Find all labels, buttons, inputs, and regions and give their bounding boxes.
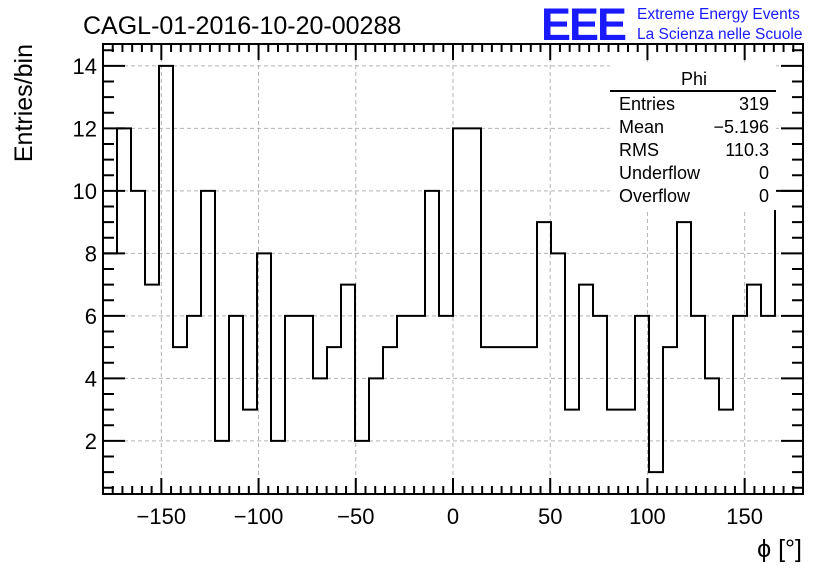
histogram-outline — [103, 64, 803, 474]
histogram-bin — [663, 347, 677, 494]
histogram-bin — [187, 316, 201, 494]
histogram-bin — [621, 410, 635, 494]
histogram-bin — [607, 410, 621, 494]
stats-title: Phi — [681, 69, 707, 89]
histogram-bin — [313, 378, 327, 494]
x-tick-label: −50 — [337, 504, 374, 529]
y-tick-label: 2 — [85, 429, 97, 454]
stats-box-background — [610, 64, 776, 210]
histogram-bin — [705, 378, 719, 494]
histogram-bin — [481, 347, 495, 494]
histogram-bin — [439, 316, 453, 494]
x-tick-label: −150 — [137, 504, 187, 529]
histogram-bin — [229, 316, 243, 494]
histogram-bin — [425, 191, 439, 494]
histogram-bin — [509, 347, 523, 494]
stats-label: RMS — [619, 140, 659, 160]
x-tick-labels: −150 −100 −50 0 50 100 150 — [137, 504, 763, 529]
histogram-bin — [243, 410, 257, 494]
x-tick-label: 50 — [538, 504, 562, 529]
histogram-bin — [523, 347, 537, 494]
axis-ticks — [103, 44, 803, 494]
histogram-bin — [593, 316, 607, 494]
stats-label: Mean — [619, 117, 664, 137]
histogram-bin — [411, 316, 425, 494]
histogram-bin — [565, 410, 579, 494]
histogram-bin — [327, 347, 341, 494]
histogram-bin — [299, 316, 313, 494]
y-tick-label: 4 — [85, 366, 97, 391]
stats-value: 110.3 — [725, 140, 769, 160]
stats-box: Phi Entries 319 Mean −5.196 RMS 110.3 Underflo… — [610, 64, 776, 210]
histogram-bin — [369, 378, 383, 494]
stats-value: −5.196 — [713, 117, 769, 137]
x-tick-label: 100 — [629, 504, 666, 529]
stats-value: 319 — [739, 94, 769, 114]
eee-logo: EEE — [541, 0, 626, 50]
x-tick-label: −100 — [234, 504, 284, 529]
histogram-bin — [537, 222, 551, 494]
histogram-bin — [649, 472, 663, 494]
y-tick-labels: 2 4 6 8 10 12 14 — [73, 54, 97, 454]
y-tick-label: 12 — [73, 116, 97, 141]
histogram-bin — [495, 347, 509, 494]
y-tick-label: 10 — [73, 179, 97, 204]
histogram-bin — [551, 253, 565, 494]
chart-title: CAGL-01-2016-10-20-00288 — [83, 12, 401, 40]
stats-rows: Entries 319 Mean −5.196 RMS 110.3 Underflow 0 Ov… — [619, 94, 769, 206]
histogram-bin — [691, 316, 705, 494]
histogram-bin — [453, 128, 467, 494]
org-name: Extreme Energy Events — [637, 6, 800, 23]
histogram-bin — [173, 347, 187, 494]
histogram-bin — [215, 441, 229, 494]
y-tick-label: 8 — [85, 241, 97, 266]
stats-label: Overflow — [619, 186, 691, 206]
histogram-bin — [761, 316, 775, 494]
histogram-bin — [285, 316, 299, 494]
org-subtitle: La Scienza nelle Scuole — [637, 26, 802, 43]
y-tick-label: 14 — [73, 54, 97, 79]
histogram-bin — [383, 347, 397, 494]
stats-label: Entries — [619, 94, 675, 114]
histogram-bin — [131, 191, 145, 494]
histogram-bin — [775, 191, 789, 494]
histogram-bin — [397, 316, 411, 494]
stats-label: Underflow — [619, 163, 701, 183]
histogram-bin — [635, 316, 649, 494]
stats-value: 0 — [759, 186, 769, 206]
x-tick-label: 0 — [447, 504, 459, 529]
histogram-bin — [719, 410, 733, 494]
x-axis-label: ϕ [°] — [757, 535, 802, 563]
histogram-bin — [257, 253, 271, 494]
stats-value: 0 — [759, 163, 769, 183]
x-tick-label: 150 — [726, 504, 763, 529]
histogram-bin — [201, 191, 215, 494]
y-axis-label: Entries/bin — [10, 44, 38, 162]
histogram-bin — [103, 253, 117, 494]
y-tick-label: 6 — [85, 304, 97, 329]
histogram-bin — [467, 128, 481, 494]
histogram-bin — [117, 128, 131, 494]
histogram-bin — [789, 191, 803, 494]
histogram-bin — [677, 222, 691, 494]
histogram-bin — [355, 441, 369, 494]
